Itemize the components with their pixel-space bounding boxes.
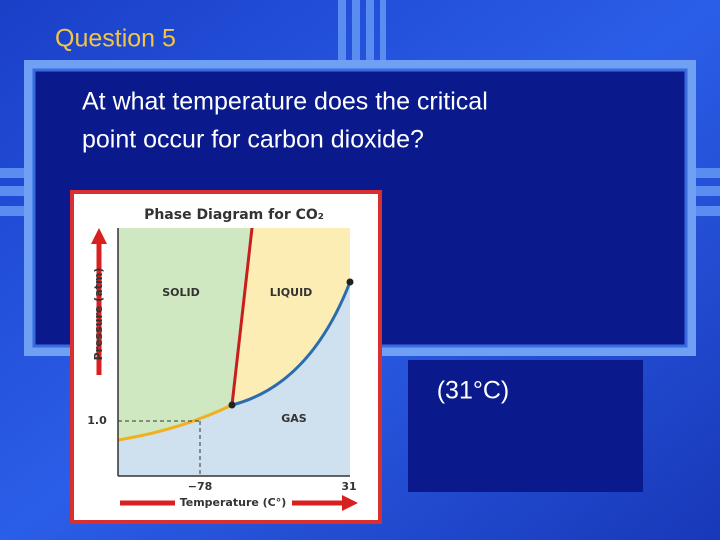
answer: (31°C) — [437, 377, 510, 405]
slide-title: Question 5 — [55, 25, 176, 53]
sublimation-curve — [117, 403, 233, 442]
region-label: GAS — [281, 412, 307, 425]
question-line: At what temperature does the critical — [82, 88, 488, 116]
question-line: point occur for carbon dioxide? — [82, 126, 424, 154]
melting-curve — [230, 227, 254, 406]
answer-panel — [408, 360, 643, 492]
triple-point — [228, 401, 236, 409]
x-axis-label: Temperature (C°) — [180, 496, 287, 509]
x-tick-label: 31 — [341, 480, 356, 493]
phase-diagram: Phase Diagram for CO₂ SOLID LIQUID GAS P… — [70, 190, 382, 524]
x-tick-label: −78 — [188, 480, 213, 493]
y-tick-label: 1.0 — [87, 414, 107, 427]
region-label: SOLID — [162, 286, 200, 299]
liquid-region — [232, 228, 350, 405]
arrow-head — [342, 495, 358, 511]
critical-point — [346, 278, 354, 286]
arrow-head — [91, 228, 107, 244]
vaporization-curve — [231, 281, 352, 407]
region-label: LIQUID — [270, 286, 313, 299]
diagram-title: Phase Diagram for CO₂ — [144, 207, 324, 223]
y-axis-label: Pressure (atm) — [92, 268, 105, 361]
decoration — [0, 0, 720, 216]
solid-region — [118, 228, 252, 440]
